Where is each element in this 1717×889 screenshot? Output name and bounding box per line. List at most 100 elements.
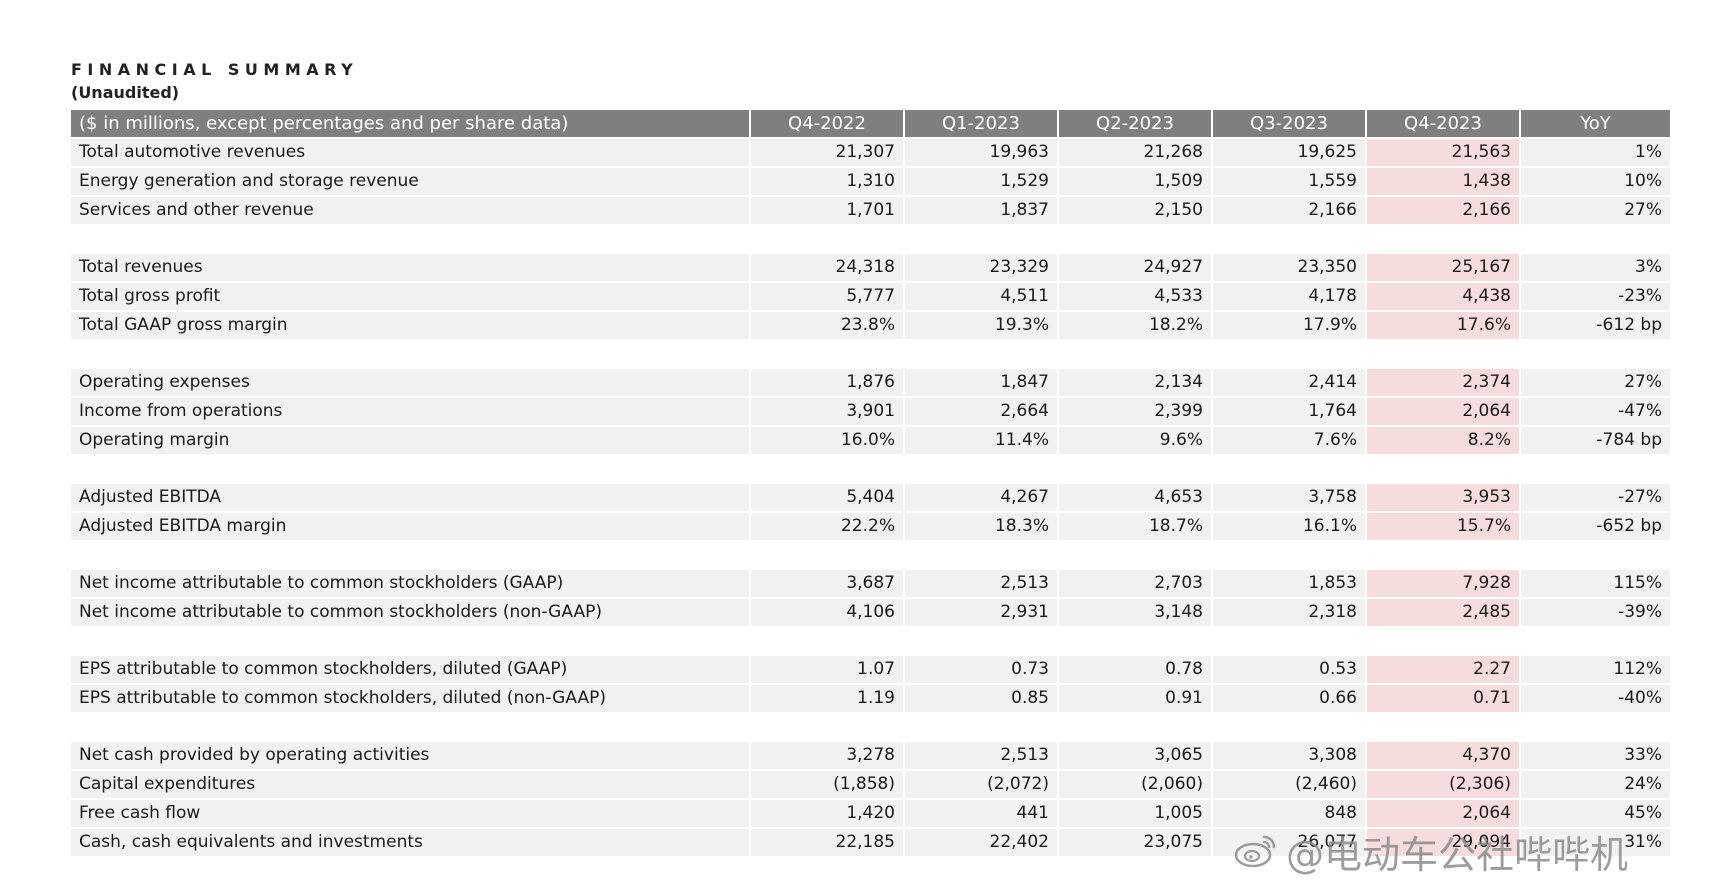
cell-q3-2023: 4,178 <box>1213 283 1365 310</box>
cell-yoy: -40% <box>1521 685 1670 712</box>
cell-q3-2023: 3,758 <box>1213 484 1365 511</box>
cell-q1-2023: 2,513 <box>905 570 1057 597</box>
row-label: Net cash provided by operating activitie… <box>71 742 749 769</box>
cell-q4-2022: 3,901 <box>751 398 903 425</box>
cell-q2-2023: 1,509 <box>1059 168 1211 195</box>
cell-yoy: 112% <box>1521 656 1670 683</box>
cell-q3-2023: 17.9% <box>1213 312 1365 339</box>
row-label: Operating margin <box>71 427 749 454</box>
group-spacer <box>71 714 1670 742</box>
header-yoy: YoY <box>1521 110 1670 137</box>
cell-q3-2023: 0.53 <box>1213 656 1365 683</box>
table-row: Net income attributable to common stockh… <box>71 570 1670 599</box>
group-spacer <box>71 341 1670 369</box>
table-row: Total gross profit 5,777 4,511 4,533 4,178 4,… <box>71 283 1670 312</box>
header-q4-2023: Q4-2023 <box>1367 110 1519 137</box>
cell-q3-2023: 2,166 <box>1213 197 1365 224</box>
row-label: Capital expenditures <box>71 771 749 798</box>
cell-yoy: 27% <box>1521 369 1670 396</box>
cell-q3-2023: 23,350 <box>1213 254 1365 281</box>
cell-yoy: -652 bp <box>1521 513 1670 540</box>
cell-q2-2023: 23,075 <box>1059 829 1211 856</box>
cell-q2-2023: 18.7% <box>1059 513 1211 540</box>
table-row: Capital expenditures (1,858) (2,072) (2,060… <box>71 771 1670 800</box>
cell-q4-2022: 21,307 <box>751 139 903 166</box>
cell-q4-2023: 29,094 <box>1367 829 1519 856</box>
cell-q2-2023: 2,150 <box>1059 197 1211 224</box>
cell-q4-2022: 1,420 <box>751 800 903 827</box>
cell-q2-2023: 21,268 <box>1059 139 1211 166</box>
cell-q1-2023: 4,267 <box>905 484 1057 511</box>
group-spacer <box>71 226 1670 254</box>
cell-q3-2023: 7.6% <box>1213 427 1365 454</box>
cell-q2-2023: (2,060) <box>1059 771 1211 798</box>
watermark-text: @电动车公社哔哔机 <box>1286 832 1629 877</box>
cell-q4-2022: 1,310 <box>751 168 903 195</box>
cell-q4-2023: 2.27 <box>1367 656 1519 683</box>
cell-q4-2023: 2,064 <box>1367 800 1519 827</box>
cell-q2-2023: 3,148 <box>1059 599 1211 626</box>
cell-q4-2023: 0.71 <box>1367 685 1519 712</box>
header-q3-2023: Q3-2023 <box>1213 110 1365 137</box>
row-label: Total gross profit <box>71 283 749 310</box>
cell-yoy: -23% <box>1521 283 1670 310</box>
header-label: ($ in millions, except percentages and p… <box>71 110 749 137</box>
cell-q3-2023: 0.66 <box>1213 685 1365 712</box>
table-row: Operating margin 16.0% 11.4% 9.6% 7.6% 8.2% -7… <box>71 427 1670 456</box>
cell-q2-2023: 3,065 <box>1059 742 1211 769</box>
cell-q1-2023: 1,529 <box>905 168 1057 195</box>
cell-q4-2022: 1.19 <box>751 685 903 712</box>
table-row: Net cash provided by operating activitie… <box>71 742 1670 771</box>
cell-q4-2022: 1.07 <box>751 656 903 683</box>
cell-q3-2023: 3,308 <box>1213 742 1365 769</box>
group-spacer <box>71 628 1670 656</box>
cell-yoy: 45% <box>1521 800 1670 827</box>
cell-q4-2022: 24,318 <box>751 254 903 281</box>
cell-q4-2023: (2,306) <box>1367 771 1519 798</box>
table-row: Operating expenses 1,876 1,847 2,134 2,414 2,… <box>71 369 1670 398</box>
cell-q1-2023: 1,847 <box>905 369 1057 396</box>
cell-yoy: -27% <box>1521 484 1670 511</box>
table-row: Cash, cash equivalents and investments 22… <box>71 829 1670 858</box>
cell-yoy: -612 bp <box>1521 312 1670 339</box>
row-label: EPS attributable to common stockholders,… <box>71 685 749 712</box>
cell-q4-2023: 4,370 <box>1367 742 1519 769</box>
cell-q2-2023: 24,927 <box>1059 254 1211 281</box>
row-label: Services and other revenue <box>71 197 749 224</box>
cell-q4-2023: 17.6% <box>1367 312 1519 339</box>
cell-q4-2022: 3,687 <box>751 570 903 597</box>
cell-q2-2023: 0.91 <box>1059 685 1211 712</box>
cell-q1-2023: 18.3% <box>905 513 1057 540</box>
cell-q1-2023: 1,837 <box>905 197 1057 224</box>
watermark: @电动车公社哔哔机 <box>1234 826 1629 877</box>
cell-q4-2022: 16.0% <box>751 427 903 454</box>
cell-q4-2023: 2,166 <box>1367 197 1519 224</box>
row-label: EPS attributable to common stockholders,… <box>71 656 749 683</box>
cell-q4-2023: 2,064 <box>1367 398 1519 425</box>
cell-q3-2023: 1,559 <box>1213 168 1365 195</box>
table-row: Total automotive revenues 21,307 19,963 21,… <box>71 139 1670 168</box>
cell-q4-2023: 21,563 <box>1367 139 1519 166</box>
cell-q2-2023: 18.2% <box>1059 312 1211 339</box>
page-subtitle: (Unaudited) <box>71 83 180 102</box>
cell-q4-2022: 1,701 <box>751 197 903 224</box>
cell-q2-2023: 2,134 <box>1059 369 1211 396</box>
row-label: Net income attributable to common stockh… <box>71 599 749 626</box>
cell-yoy: 10% <box>1521 168 1670 195</box>
cell-yoy: 3% <box>1521 254 1670 281</box>
table-row: Total revenues 24,318 23,329 24,927 23,350 25… <box>71 254 1670 283</box>
cell-q1-2023: 19.3% <box>905 312 1057 339</box>
cell-q1-2023: (2,072) <box>905 771 1057 798</box>
cell-q4-2022: 3,278 <box>751 742 903 769</box>
cell-q1-2023: 19,963 <box>905 139 1057 166</box>
table-header: ($ in millions, except percentages and p… <box>71 110 1670 139</box>
cell-q1-2023: 23,329 <box>905 254 1057 281</box>
cell-yoy: 31% <box>1521 829 1670 856</box>
header-q4-2022: Q4-2022 <box>751 110 903 137</box>
weibo-icon <box>1234 833 1278 869</box>
group-spacer <box>71 456 1670 484</box>
cell-q4-2023: 7,928 <box>1367 570 1519 597</box>
cell-q4-2022: 5,404 <box>751 484 903 511</box>
table-row: Services and other revenue 1,701 1,837 2,15… <box>71 197 1670 226</box>
cell-q2-2023: 1,005 <box>1059 800 1211 827</box>
